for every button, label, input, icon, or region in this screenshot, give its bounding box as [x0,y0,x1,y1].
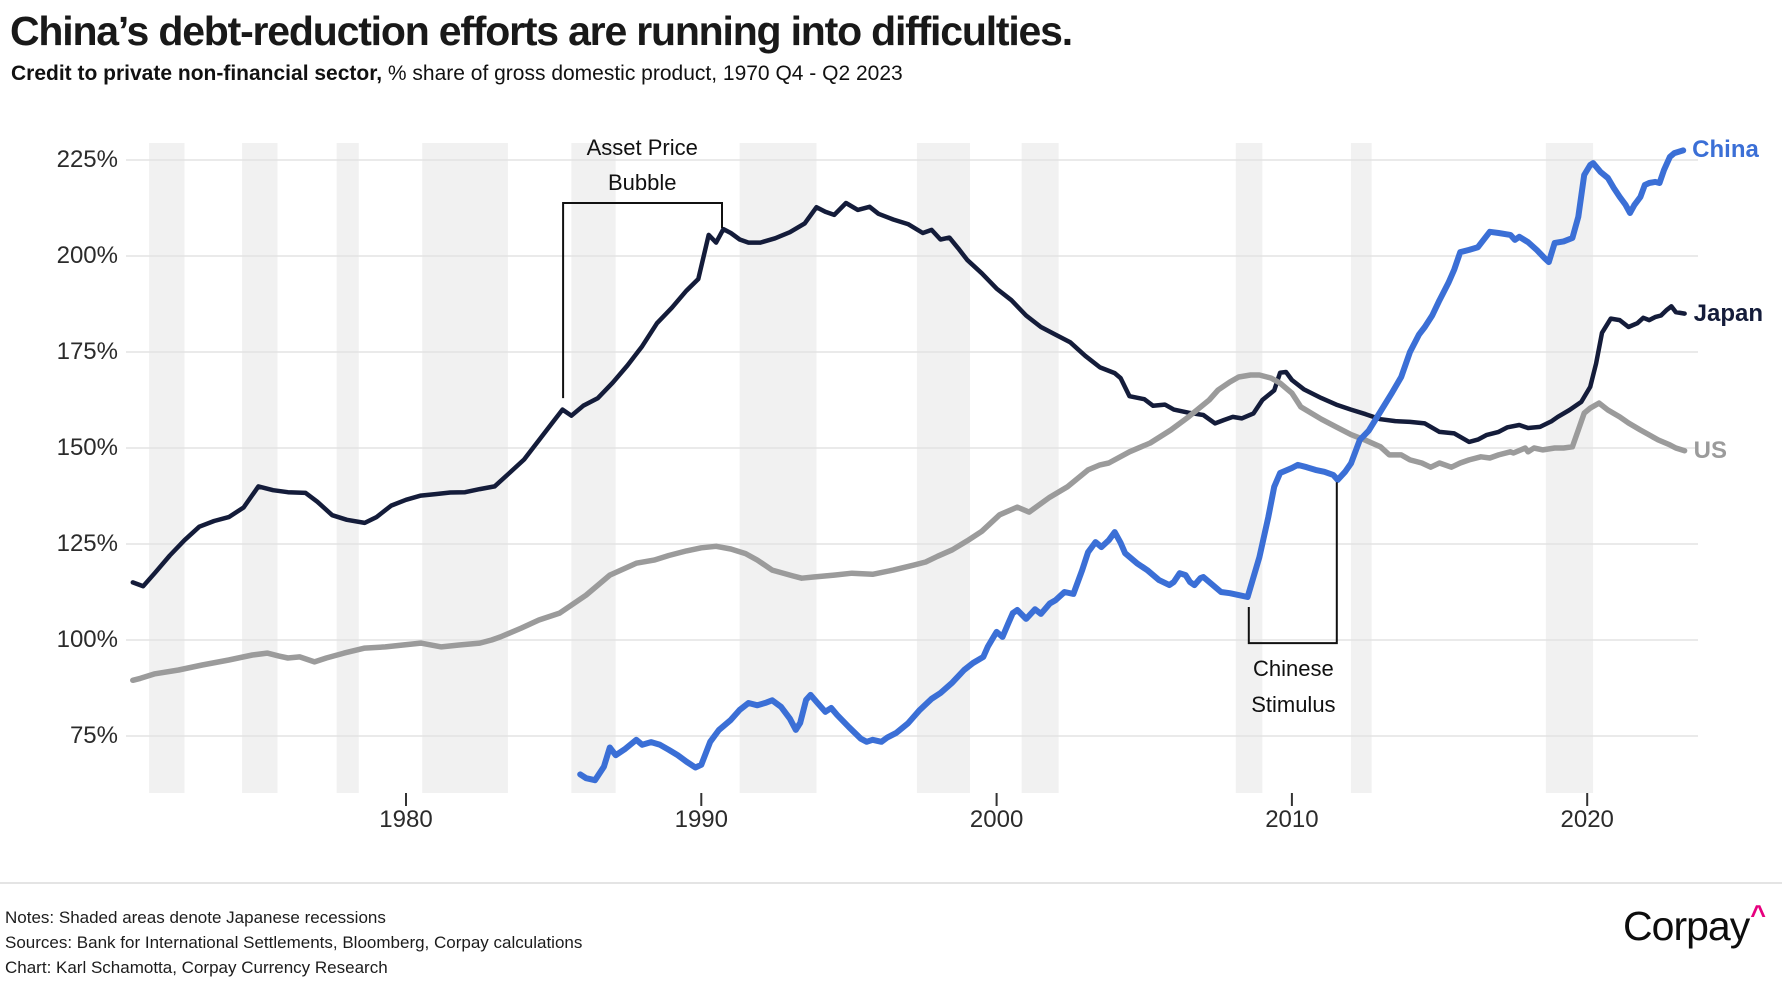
series-line-us [130,372,1688,684]
footer-chart-credit: Chart: Karl Schamotta, Corpay Currency R… [5,958,388,977]
y-axis-label-100%: 100% [56,626,118,653]
footer-divider [0,882,1782,884]
japan-recession-band [1235,143,1263,793]
corpay-logo: Corpay^ [1623,900,1766,950]
japan-recession-band [571,143,616,793]
x-axis-label-2010: 2010 [1265,806,1319,833]
y-axis-label-175%: 175% [56,338,118,365]
subtitle-lead: Credit to private non-financial sector, [11,62,383,85]
asset-price-bubble-label-line1: Asset Price [586,134,698,160]
chinese-stimulus-label-line2: Stimulus [1251,692,1336,718]
subtitle-rest: % share of gross domestic product, 1970 … [382,62,903,85]
x-axis-label-2020: 2020 [1560,806,1614,833]
y-axis-label-150%: 150% [56,434,118,461]
series-label-japan: Japan [1693,299,1764,327]
y-axis-label-200%: 200% [56,242,118,269]
series-label-china: China [1692,136,1759,164]
series-label-us: US [1693,436,1727,464]
asset-price-bubble-label-line2: Bubble [607,170,677,196]
footer-notes: Notes: Shaded areas denote Japanese rece… [5,908,386,927]
chart-subtitle: Credit to private non-financial sector, … [11,62,903,86]
asset-price-bubble-bracket [562,202,723,399]
series-line-japan [130,200,1687,589]
page-title: China’s debt-reduction efforts are runni… [10,8,1073,54]
x-axis-label-1990: 1990 [674,806,728,833]
japan-recession-band [242,143,278,793]
footer-sources: Sources: Bank for International Settleme… [5,933,583,952]
corpay-logo-caret-icon: ^ [1750,900,1766,930]
japan-recession-band [739,143,817,793]
chinese-stimulus-label-line1: Chinese [1253,655,1334,681]
japan-recession-band [149,143,185,793]
corpay-logo-text: Corpay [1623,903,1750,949]
japan-recession-band [1021,143,1059,793]
japan-recession-band [1350,143,1372,793]
y-axis-label-225%: 225% [56,146,118,173]
japan-recession-band [422,143,508,793]
y-axis-label-125%: 125% [56,530,118,557]
x-axis-label-1980: 1980 [379,806,433,833]
series-line-china [577,147,1687,784]
japan-recession-band [336,143,359,793]
chinese-stimulus-bracket [1247,482,1338,645]
y-axis-label-75%: 75% [69,722,118,749]
x-axis-label-2000: 2000 [969,806,1024,833]
